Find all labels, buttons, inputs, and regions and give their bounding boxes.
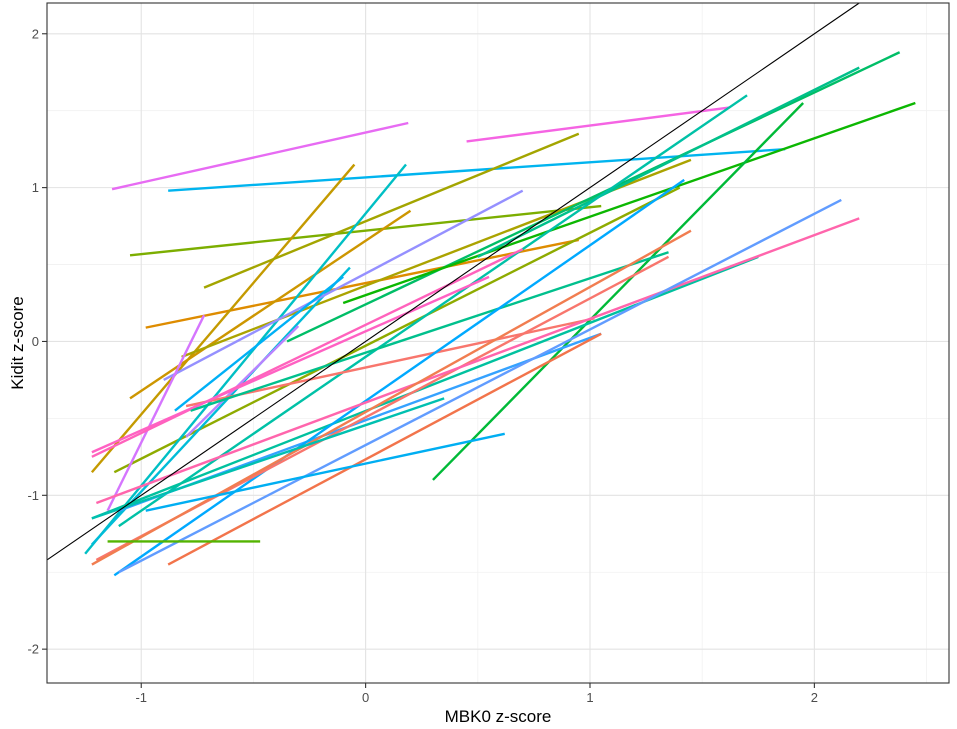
x-tick-label: -1 [135,690,147,705]
series-line-15 [118,94,748,528]
series-lines [84,51,916,577]
series-line-24 [190,251,669,412]
series-line-33 [167,332,602,566]
series-line-1 [111,121,409,191]
series-line-35 [145,432,505,512]
y-tick-label: 1 [32,180,39,195]
series-line-20 [106,314,206,512]
series-line-19 [185,325,300,438]
y-tick-label: 0 [32,334,39,349]
series-line-16 [84,163,407,555]
y-tick-label: -2 [27,642,39,657]
plot-panel-border [46,2,950,684]
series-line-4 [129,204,602,257]
y-axis: -2 -1 0 1 2 [27,26,47,657]
x-tick-label: 2 [811,690,818,705]
series-line-13 [477,66,860,258]
series-line-27 [174,275,344,412]
series-line-6 [90,163,356,474]
x-axis: -1 0 1 2 [135,683,818,705]
series-line-11 [286,51,901,343]
series-line-28 [113,178,685,577]
reference-line [46,2,860,561]
x-tick-label: 0 [362,690,369,705]
y-tick-label: 2 [32,26,39,41]
plot-panel [47,3,949,683]
series-line-34 [91,397,445,520]
series-line-7 [203,132,580,289]
series-line-5 [145,238,580,329]
identity-reference-line [46,2,860,561]
series-line-18 [163,189,524,381]
series-line-30 [95,217,860,505]
series-line-26 [91,275,490,454]
series-line-21 [91,248,524,458]
series-line-14 [432,102,805,481]
x-tick-label: 1 [586,690,593,705]
series-line-17 [90,266,351,546]
x-axis-title: MBK0 z-score [445,707,552,726]
series-line-32 [91,229,692,566]
series-line-12 [342,101,916,305]
series-line-8 [129,209,412,400]
series-line-2 [466,106,730,143]
series-line-31 [118,198,842,574]
y-axis-title: Kidit z-score [8,296,27,390]
series-line-10 [113,186,681,474]
major-gridlines [47,3,949,683]
y-tick-label: -1 [27,488,39,503]
